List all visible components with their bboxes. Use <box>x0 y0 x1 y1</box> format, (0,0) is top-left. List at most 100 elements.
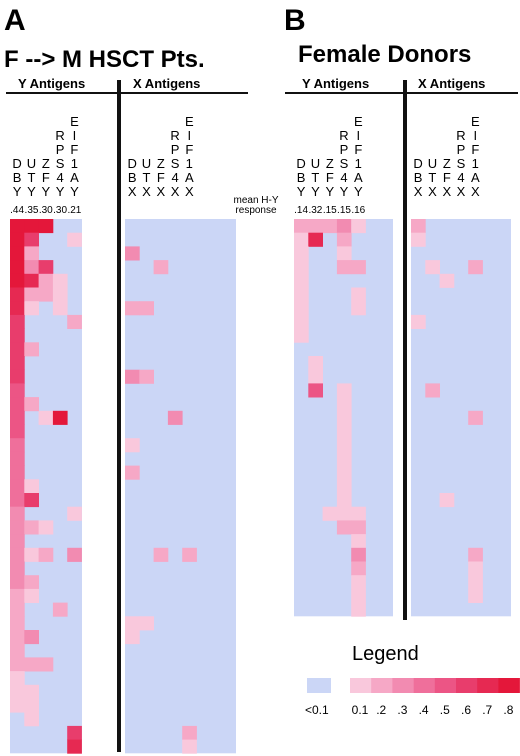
gene-label-letter: X <box>142 184 151 199</box>
gene-label-letter: 4 <box>56 170 63 185</box>
heatmap-cell <box>10 260 25 275</box>
panel-a-title: F --> M HSCT Pts. <box>4 46 205 73</box>
heatmap-cell <box>294 219 309 234</box>
gene-label-letter: A <box>354 170 363 185</box>
gene-label-letter: F <box>354 142 362 157</box>
heatmap-cell <box>336 397 352 412</box>
gene-label-letter: R <box>339 128 348 143</box>
gene-label-letter: X <box>414 184 423 199</box>
mean-response-value: .15 <box>323 205 337 216</box>
heatmap-cell <box>308 369 323 384</box>
heatmap-cell <box>411 314 426 329</box>
mean-response-label-line1: mean H-Y <box>233 195 278 206</box>
gene-label-letter: S <box>457 156 466 171</box>
gene-label-letter: D <box>296 156 305 171</box>
heatmap-cell <box>38 547 54 562</box>
heatmap-cell <box>10 287 25 302</box>
gene-label-letter: Y <box>311 184 320 199</box>
gene-label-letter: B <box>13 170 22 185</box>
gene-label-letter: T <box>28 170 36 185</box>
gene-label-letter: S <box>171 156 180 171</box>
heatmap-cell <box>10 451 25 466</box>
heatmap-cell <box>336 451 352 466</box>
heatmap-cell <box>10 438 25 453</box>
heatmap-cell <box>10 342 25 357</box>
heatmap-cell <box>125 438 140 453</box>
legend-tick-label: .7 <box>482 703 492 717</box>
heatmap-cell <box>294 314 309 329</box>
gene-label-letter: R <box>55 128 64 143</box>
heatmap-cell <box>153 260 169 275</box>
legend-scale-swatch <box>456 678 478 693</box>
heatmap-cell <box>24 588 39 603</box>
gene-label-letter: Z <box>157 156 165 171</box>
heatmap-cell <box>10 698 25 713</box>
gene-label-letter: 4 <box>340 170 347 185</box>
gene-label-letter: E <box>70 114 79 129</box>
heatmap-cell <box>52 301 68 316</box>
heatmap-cell <box>10 561 25 576</box>
heatmap-cell <box>336 465 352 480</box>
gene-label-letter: I <box>187 128 191 143</box>
gene-label-letter: A <box>471 170 480 185</box>
heatmap-cell <box>468 410 483 425</box>
heatmap-cell <box>294 273 309 288</box>
heatmap-cell <box>468 561 483 576</box>
gene-label-letter: P <box>340 142 349 157</box>
gene-label-letter: Z <box>443 156 451 171</box>
heatmap-cell <box>439 273 455 288</box>
heatmap-cell <box>125 301 140 316</box>
mean-response-label-line2: response <box>235 205 277 216</box>
gene-label-letter: 1 <box>186 156 193 171</box>
legend-scale-swatch <box>498 678 520 693</box>
heatmap-cell <box>351 301 366 316</box>
heatmap-cell <box>425 260 440 275</box>
gene-label-letter: F <box>443 170 451 185</box>
gene-label-letter: F <box>157 170 165 185</box>
gene-label-letter: B <box>297 170 306 185</box>
gene-label-letter: X <box>442 184 451 199</box>
gene-label-letter: Y <box>297 184 306 199</box>
heatmap-cell <box>294 260 309 275</box>
heatmap-cell <box>336 506 352 521</box>
heatmap-cell <box>67 725 82 740</box>
heatmap-cell <box>10 465 25 480</box>
panel-b-y-group-label: Y Antigens <box>302 76 369 91</box>
heatmap-cell <box>24 657 39 672</box>
heatmap-cell <box>52 287 68 302</box>
heatmap-cell <box>10 575 25 590</box>
heatmap-cell <box>439 493 455 508</box>
heatmap-cell <box>139 616 154 631</box>
mean-response-value: .32 <box>308 205 322 216</box>
heatmap-cell <box>308 232 323 247</box>
gene-label-letter: T <box>311 170 319 185</box>
gene-label-letter: X <box>471 184 480 199</box>
heatmap-cell <box>468 575 483 590</box>
heatmap-cell <box>24 219 39 234</box>
legend-title: Legend <box>352 643 419 665</box>
gene-label-letter: S <box>56 156 65 171</box>
heatmap-cell <box>336 246 352 261</box>
heatmap-cell <box>38 657 54 672</box>
heatmap-cell <box>351 575 366 590</box>
gene-label-letter: U <box>142 156 151 171</box>
gene-label-letter: Y <box>340 184 349 199</box>
gene-label-letter: Y <box>354 184 363 199</box>
heatmap-cell <box>139 369 154 384</box>
heatmap-cell <box>336 438 352 453</box>
panel-b-heatmap <box>294 219 511 617</box>
gene-label-letter: Y <box>41 184 50 199</box>
gene-label-letter: Z <box>326 156 334 171</box>
heatmap-cell <box>336 479 352 494</box>
mean-response-value: .35 <box>25 205 39 216</box>
legend-tick-label: .6 <box>461 703 471 717</box>
gene-label-letter: I <box>356 128 360 143</box>
heatmap-cell <box>24 630 39 645</box>
heatmap-cell <box>351 219 366 234</box>
gene-label-letter: 1 <box>472 156 479 171</box>
heatmap-cell <box>468 588 483 603</box>
gene-label-letter: R <box>456 128 465 143</box>
heatmap-cell <box>336 219 352 234</box>
gene-label-letter: F <box>70 142 78 157</box>
heatmap-background <box>411 219 511 617</box>
